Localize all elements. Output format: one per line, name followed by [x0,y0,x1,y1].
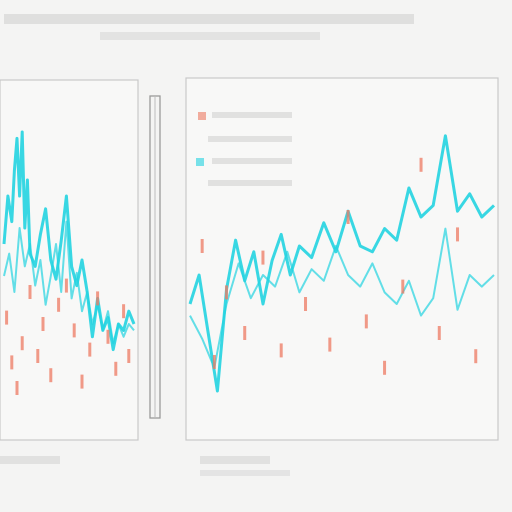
scatter-point [304,297,308,311]
scatter-point [41,317,45,331]
legend-blur [196,112,292,186]
scatter-point [383,360,387,375]
series-line [189,227,495,369]
scatter-point [364,314,368,329]
scatter-point [419,157,423,172]
scatter-point [49,368,53,383]
scatter-point [437,326,441,340]
footer-text-blur [0,456,290,476]
plot-area-right [188,134,496,393]
scale-bar [149,95,161,419]
scatter-point [36,349,40,363]
header-text-blur [4,14,414,40]
scatter-point [456,227,460,242]
scatter-point [346,210,350,224]
scatter-point [15,381,19,395]
scatter-point [28,285,32,299]
scatter-point [20,336,24,351]
chart-panel-right [185,77,499,441]
scatter-point [127,349,131,363]
scatter-point [106,329,110,344]
scatter-point [122,304,126,319]
scatter-point [261,250,265,265]
scatter-point [5,310,9,325]
scatter-point [328,337,332,352]
scatter-point [88,342,92,357]
scatter-point [96,291,100,306]
series-line [3,220,135,345]
plot-area-left [2,130,136,395]
scatter-point [64,278,68,293]
chart-panel-left [0,79,139,441]
scatter-point [474,349,478,364]
scatter-point [10,355,14,370]
scatter-point [200,239,204,253]
scatter-point [212,355,216,369]
scatter-point [279,343,283,358]
scatter-point [114,361,118,376]
scatter-point [243,326,247,340]
scatter-point [224,285,228,300]
series-line [188,134,496,393]
scatter-point [57,297,61,312]
scatter-point [72,323,76,338]
scatter-point [401,279,405,294]
scatter-point [80,374,84,389]
